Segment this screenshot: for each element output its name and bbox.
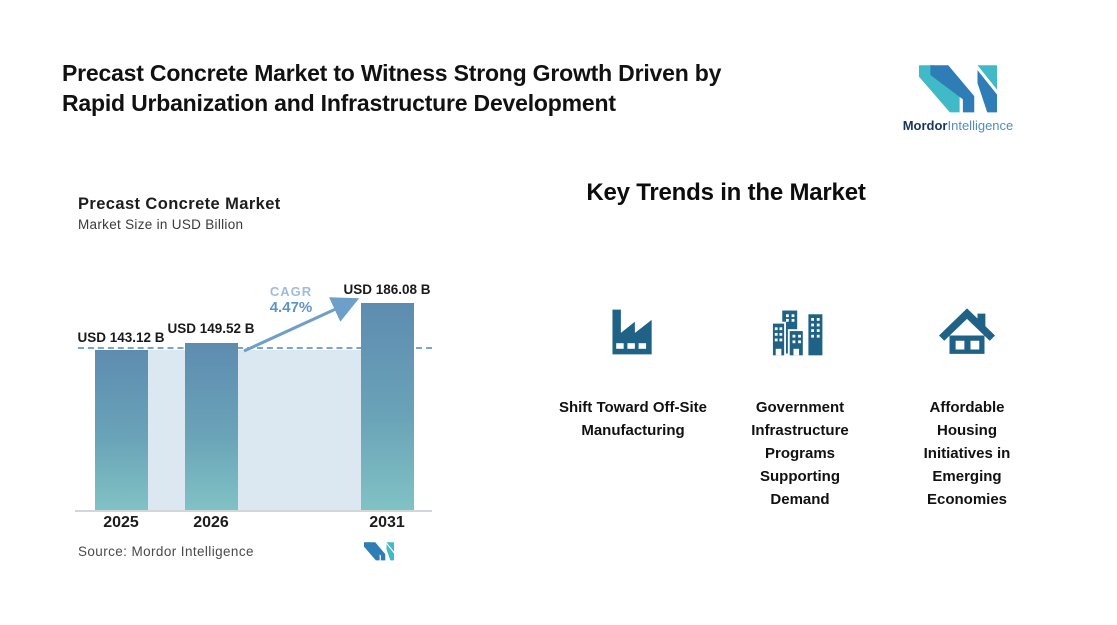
trend-label: Affordable Housing Initiatives in Emergi…: [923, 399, 1011, 508]
bar-2026: [185, 343, 238, 510]
mordor-intelligence-logo-icon: [919, 65, 997, 113]
x-tick-2025: 2025: [103, 514, 139, 531]
buildings-icon: [772, 308, 825, 358]
value-band: [95, 350, 414, 510]
page-title-line1: Precast Concrete Market to Witness Stron…: [62, 60, 722, 86]
bar-2025: [95, 350, 148, 510]
trend-item-affordable-housing: Affordable Housing Initiatives in Emergi…: [892, 300, 1042, 511]
company-logo: MordorIntelligence: [893, 62, 1023, 133]
brand-name: MordorIntelligence: [893, 118, 1023, 133]
page-title-line2: Rapid Urbanization and Infrastructure De…: [62, 90, 616, 116]
source-logo-icon: [364, 542, 394, 561]
factory-icon: [612, 309, 652, 355]
trend-label: Shift Toward Off-Site Manufacturing: [558, 399, 708, 439]
trends-heading: Key Trends in the Market: [586, 179, 866, 206]
page-title: Precast Concrete Market to Witness Stron…: [62, 58, 822, 118]
bar-value-label: USD 186.08 B: [343, 282, 431, 297]
bar-value-label: USD 143.12 B: [77, 330, 165, 345]
x-tick-2026: 2026: [193, 514, 229, 531]
chart-title: Precast Concrete Market: [78, 195, 281, 213]
trend-label: Government Infrastructure Programs Suppo…: [751, 399, 849, 508]
x-tick-2031: 2031: [369, 514, 405, 531]
cagr-label: CAGR: [269, 284, 313, 299]
chart-subtitle: Market Size in USD Billion: [78, 217, 244, 232]
house-icon: [939, 308, 995, 354]
trend-item-offsite-manufacturing: Shift Toward Off-Site Manufacturing: [558, 300, 708, 442]
x-axis-line: [75, 510, 432, 512]
cagr-annotation: CAGR 4.47%: [241, 284, 341, 316]
reference-dashed-line: [78, 347, 432, 349]
brand-name-light: Intelligence: [947, 118, 1014, 133]
growth-arrow-icon: [243, 297, 360, 353]
trend-item-government-infrastructure: Government Infrastructure Programs Suppo…: [725, 300, 875, 511]
bar-value-label: USD 149.52 B: [167, 321, 255, 336]
cagr-value: 4.47%: [269, 299, 313, 316]
source-attribution: Source: Mordor Intelligence: [78, 544, 254, 559]
bar-2031: [361, 302, 414, 510]
brand-name-bold: Mordor: [902, 118, 948, 133]
